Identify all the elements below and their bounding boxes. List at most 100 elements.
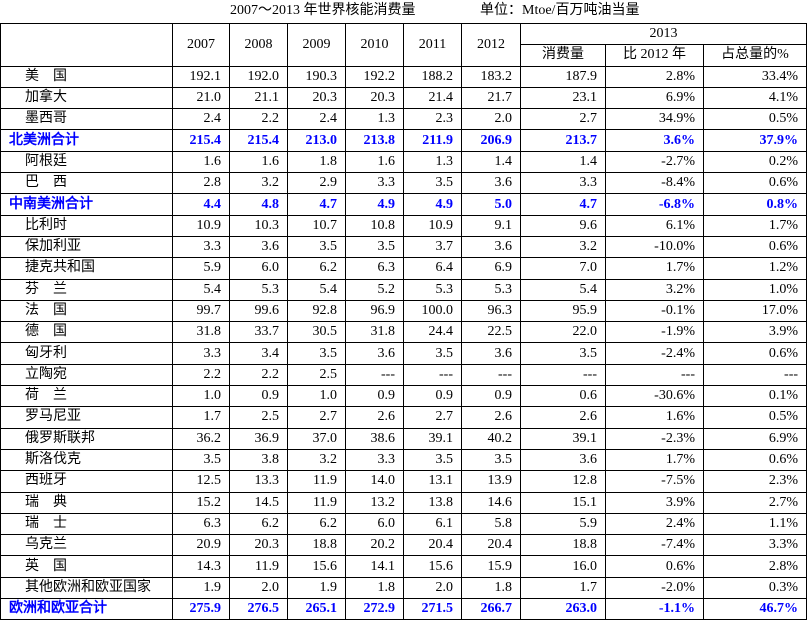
cell: 213.0 [287,129,346,152]
cell: 3.5 [520,342,606,365]
cell: 3.2 [520,235,606,259]
cell: 2.0 [461,108,521,131]
cell: 18.8 [287,534,346,557]
cell: 2.4 [172,108,230,131]
unit: 单位：Mtoe/百万吨油当量 [480,3,640,18]
total-row: 北美洲合计 215.4 215.4 213.0 213.8 211.9 206.9 213.7… [0,129,808,152]
cell: 3.8 [229,448,288,472]
cell: 10.7 [287,214,346,237]
row-label: 斯洛伐克 [0,448,173,472]
cell: 37.9% [702,129,808,152]
row-label: 美 国 [0,65,173,88]
cell: 2.7 [403,406,462,429]
cell: -2.7% [605,150,704,174]
row-label: 立陶宛 [0,363,173,387]
row-label: 德 国 [0,321,173,344]
data-row: 其他欧洲和欧亚国家 1.9 2.0 1.9 1.8 2.0 1.8 1.7 -2.0% 0.3% [0,576,808,600]
table-header: 2007 2008 2009 2010 2011 2012 2013 消费量比 2012 年占… [0,22,808,67]
cell: 5.3 [461,278,521,301]
cell: 213.7 [520,129,606,152]
subcolumn-header: 比 2012 年 [605,44,704,67]
cell: 215.4 [172,129,230,152]
cell: 5.4 [520,278,606,301]
cell: 5.4 [172,278,230,301]
cell: 0.8% [702,193,808,216]
row-label: 阿根廷 [0,150,173,174]
row-label: 巴 西 [0,172,173,195]
cell: 13.2 [345,491,404,514]
cell: 0.6% [702,448,808,472]
cell: 11.9 [229,555,288,578]
cell: 10.9 [172,214,230,237]
cell: 3.5 [403,342,462,365]
row-label: 加拿大 [0,86,173,110]
cell: 11.9 [287,491,346,514]
cell: 40.2 [461,427,521,450]
cell: 15.6 [403,555,462,578]
subcolumn-header: 占总量的% [702,44,808,67]
cell: 2.9 [287,172,346,195]
cell: 4.8 [229,193,288,216]
corner-cell [0,23,173,67]
cell: 14.5 [229,491,288,514]
data-row: 罗马尼亚 1.7 2.5 2.7 2.6 2.7 2.6 2.6 1.6% 0.5% [0,406,808,429]
cell: -7.4% [605,534,704,557]
cell: -2.4% [605,342,704,365]
cell: 2.5 [229,406,288,429]
cell: 192.1 [172,65,230,88]
cell: 31.8 [172,321,230,344]
data-row: 加拿大 21.0 21.1 20.3 20.3 21.4 21.7 23.1 6.9% 4.1% [0,86,808,110]
year-header: 2010 [345,23,404,67]
cell: 20.2 [345,534,404,557]
cell: 5.9 [520,512,606,536]
row-label: 北美洲合计 [0,129,173,152]
row-label: 墨西哥 [0,108,173,131]
cell: 5.4 [287,278,346,301]
cell: 2.6 [461,406,521,429]
cell: 1.8 [461,576,521,600]
cell: 2.2 [229,108,288,131]
cell: 5.8 [461,512,521,536]
data-row: 捷克共和国 5.9 6.0 6.2 6.3 6.4 6.9 7.0 1.7% 1.2% [0,257,808,280]
cell: 3.5 [172,448,230,472]
cell: 1.7% [605,448,704,472]
row-label: 匈牙利 [0,342,173,365]
cell: 23.1 [520,86,606,110]
cell: 96.9 [345,299,404,323]
cell: 215.4 [229,129,288,152]
cell: 34.9% [605,108,704,131]
cell: 6.2 [229,512,288,536]
row-label: 欧洲和欧亚合计 [0,598,173,620]
row-label: 英 国 [0,555,173,578]
cell: 1.7 [520,576,606,600]
cell: 20.3 [287,86,346,110]
cell: 37.0 [287,427,346,450]
cell: 99.7 [172,299,230,323]
cell: 33.4% [702,65,808,88]
cell: 12.5 [172,470,230,493]
cell: 2.2 [172,363,230,387]
cell: 6.3 [345,257,404,280]
cell: 265.1 [287,598,346,620]
cell: -10.0% [605,235,704,259]
cell: 3.5 [287,342,346,365]
header-row: 2007 2008 2009 2010 2011 2012 2013 [0,22,808,67]
cell: 31.8 [345,321,404,344]
cell: 21.7 [461,86,521,110]
cell: 272.9 [345,598,404,620]
cell: 1.3 [403,150,462,174]
cell: 3.5 [403,172,462,195]
cell: 10.9 [403,214,462,237]
cell: --- [702,363,808,387]
data-row: 巴 西 2.8 3.2 2.9 3.3 3.5 3.6 3.3 -8.4% 0.6% [0,172,808,195]
cell: 92.8 [287,299,346,323]
cell: 0.6% [605,555,704,578]
cell: 3.6 [461,342,521,365]
cell: -1.9% [605,321,704,344]
data-row: 荷 兰 1.0 0.9 1.0 0.9 0.9 0.9 0.6 -30.6% 0.1% [0,385,808,408]
cell: 1.9 [287,576,346,600]
cell: 95.9 [520,299,606,323]
row-label: 乌克兰 [0,534,173,557]
total-row: 中南美洲合计 4.4 4.8 4.7 4.9 4.9 5.0 4.7 -6.8% 0.8% [0,193,808,216]
year-header: 2009 [287,23,346,67]
